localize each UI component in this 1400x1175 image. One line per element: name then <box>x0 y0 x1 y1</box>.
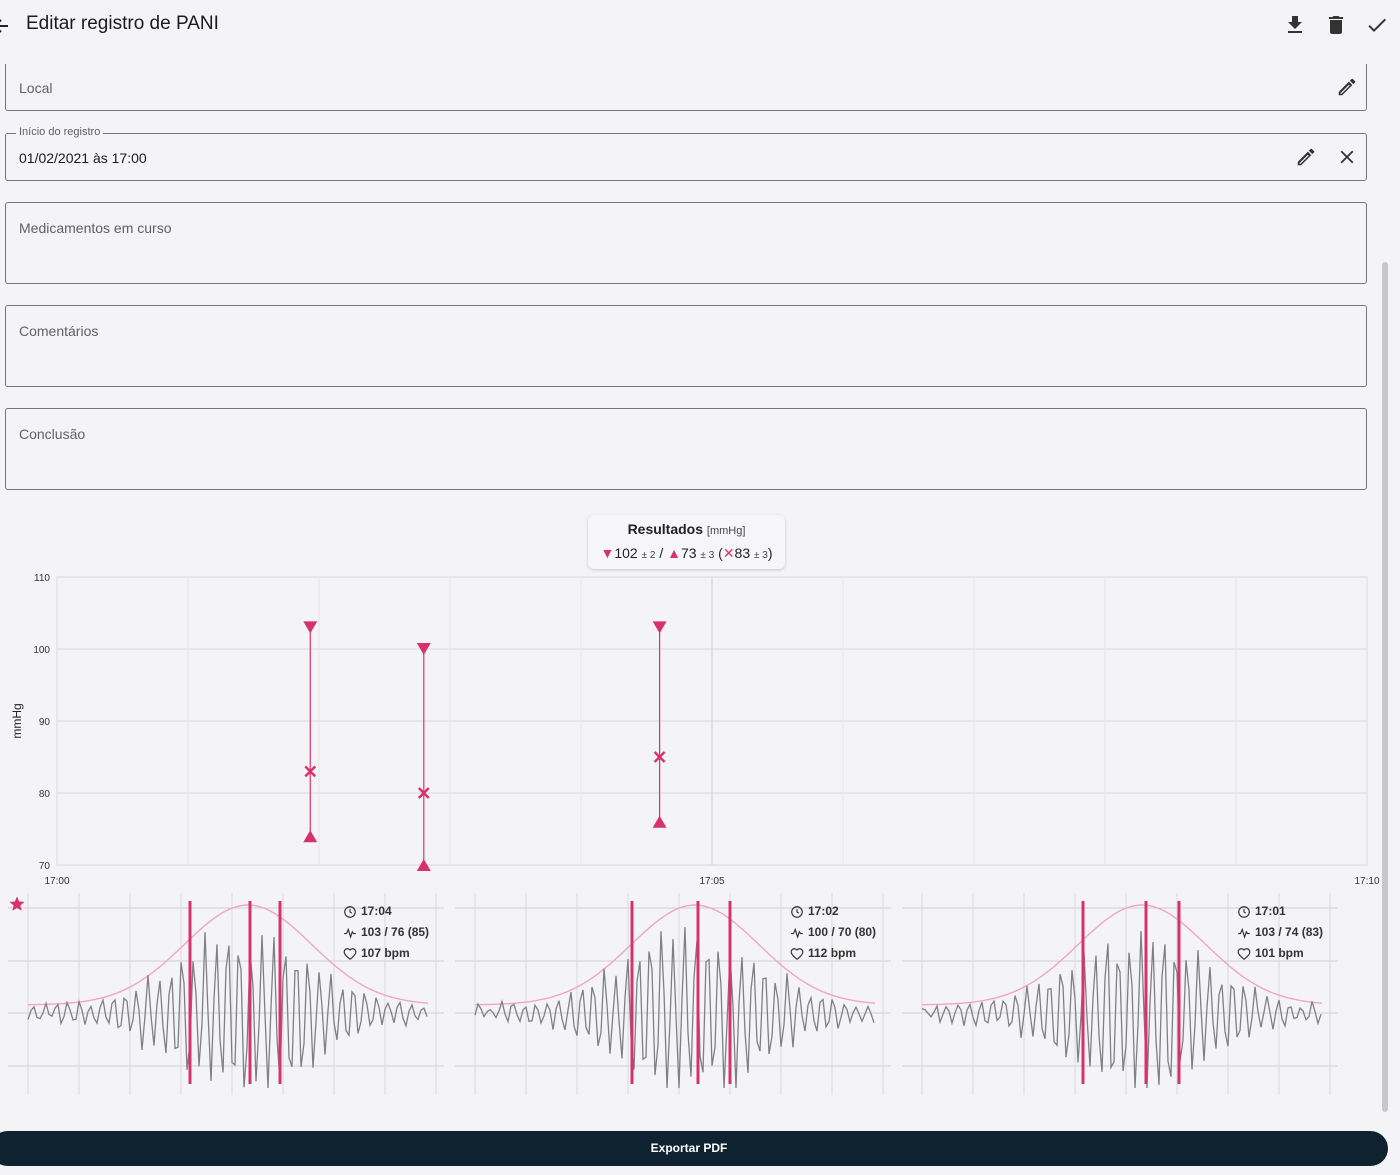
systolic-point <box>416 643 431 655</box>
clock-icon <box>791 905 803 918</box>
heart-icon <box>1237 947 1251 960</box>
snapshot-envelope <box>922 904 1323 1006</box>
results-summary: Resultados [mmHg] ▼102 ± 2 / ▲73 ± 3 (✕8… <box>588 515 785 569</box>
systolic-triangle-icon: ▼ <box>600 545 615 561</box>
snapshot-rate: 101 bpm <box>1255 946 1304 960</box>
edit-pencil-icon[interactable] <box>1336 76 1358 98</box>
clear-icon[interactable] <box>1336 146 1358 168</box>
start-date-label: Início do registro <box>16 126 104 138</box>
diastolic-point <box>416 859 431 871</box>
results-unit: [mmHg] <box>706 525 746 537</box>
local-field[interactable]: Local <box>5 64 1367 111</box>
snapshot-time: 17:02 <box>808 904 839 918</box>
conclusion-placeholder: Conclusão <box>19 426 86 442</box>
systolic-sd: ± 2 <box>641 550 656 561</box>
systolic-point <box>303 621 318 634</box>
app-bar: Editar registro de PANI <box>0 0 1400 52</box>
snapshot-info: 17:01 103 / 74 (83) 101 bpm <box>1237 901 1323 964</box>
y-tick-label: 80 <box>39 789 51 800</box>
snapshot-waveform <box>27 932 428 1089</box>
local-field-placeholder: Local <box>19 80 53 96</box>
heart-icon <box>343 947 357 960</box>
snapshot-pressure: 103 / 76 (85) <box>361 925 430 939</box>
snapshot-marker <box>696 901 700 1084</box>
close-paren: ) <box>767 545 773 561</box>
mean-point <box>417 787 430 799</box>
snapshot-card-3[interactable]: 17:01 103 / 74 (83) 101 bpm <box>902 893 1342 1100</box>
page-title: Editar registro de PANI <box>26 13 219 34</box>
results-values: ▼102 ± 2 / ▲73 ± 3 (✕83 ± 3) <box>588 545 785 562</box>
results-title-text: Resultados <box>627 521 704 537</box>
snapshot-marker <box>1177 901 1181 1084</box>
medications-field[interactable]: Medicamentos em curso <box>5 202 1367 284</box>
snapshot-time: 17:01 <box>1255 904 1286 918</box>
comments-field[interactable]: Comentários <box>5 305 1367 387</box>
snapshot-marker <box>1081 901 1085 1084</box>
snapshot-envelope <box>28 904 429 1006</box>
edit-pencil-icon[interactable] <box>1295 146 1317 168</box>
snapshot-pressure: 103 / 74 (83) <box>1255 925 1324 939</box>
snapshot-marker <box>248 901 252 1084</box>
diastolic-point <box>652 815 667 828</box>
blood-pressure-chart: 70 80 90 100 110 17:00 17:05 17:10 mmHg <box>10 573 1380 887</box>
start-date-value: 01/02/2021 às 17:00 <box>19 150 147 166</box>
snapshot-marker <box>188 901 192 1084</box>
snapshot-marker <box>728 901 732 1084</box>
clock-icon <box>1238 905 1250 918</box>
snapshot-pressure: 100 / 70 (80) <box>808 925 877 939</box>
snapshot-marker <box>1144 901 1148 1084</box>
y-tick-label: 90 <box>39 717 51 728</box>
heart-icon <box>790 947 804 960</box>
systolic-point <box>652 621 667 634</box>
results-title: Resultados [mmHg] <box>588 521 785 537</box>
mean-sd: ± 3 <box>754 550 768 561</box>
back-arrow-icon[interactable] <box>0 14 14 38</box>
mean-point <box>653 751 666 763</box>
pulse-wave-icon <box>1238 927 1250 939</box>
mean-cross-icon: ✕ <box>722 545 735 561</box>
pulse-wave-icon <box>344 927 356 939</box>
systolic-value: 102 <box>614 545 638 561</box>
diastolic-value: 73 <box>680 545 697 561</box>
x-tick-label: 17:05 <box>699 876 724 887</box>
medications-placeholder: Medicamentos em curso <box>19 220 172 236</box>
check-icon[interactable] <box>1365 13 1389 37</box>
snapshot-waveform <box>474 927 875 1089</box>
y-tick-label: 70 <box>39 861 51 872</box>
open-paren: ( <box>718 545 723 561</box>
delete-icon[interactable] <box>1324 13 1348 37</box>
y-tick-label: 110 <box>34 573 50 584</box>
mean-value: 83 <box>734 545 751 561</box>
snapshot-marker <box>630 901 634 1084</box>
x-tick-label: 17:10 <box>1354 876 1379 887</box>
export-pdf-button[interactable]: Exportar PDF <box>0 1131 1388 1166</box>
conclusion-field[interactable]: Conclusão <box>5 408 1367 490</box>
mean-point <box>304 765 317 778</box>
snapshot-rate: 107 bpm <box>361 946 410 960</box>
clock-icon <box>344 905 356 918</box>
snapshot-waveform <box>921 930 1322 1089</box>
snapshot-time: 17:04 <box>361 904 392 918</box>
start-date-field[interactable]: Início do registro 01/02/2021 às 17:00 <box>5 126 1367 181</box>
diastolic-sd: ± 3 <box>700 550 715 561</box>
diastolic-point <box>303 830 318 843</box>
snapshot-envelope <box>475 904 876 1006</box>
x-tick-label: 17:00 <box>44 876 69 887</box>
snapshot-info: 17:02 100 / 70 (80) 112 bpm <box>790 901 876 964</box>
comments-placeholder: Comentários <box>19 323 99 339</box>
y-tick-label: 100 <box>33 645 50 656</box>
snapshot-rate: 112 bpm <box>808 946 857 960</box>
scrollbar[interactable] <box>1382 262 1388 1112</box>
snapshot-info: 17:04 103 / 76 (85) 107 bpm <box>343 901 429 964</box>
snapshot-card-2[interactable]: 17:02 100 / 70 (80) 112 bpm <box>455 893 895 1100</box>
y-axis-label: mmHg <box>10 703 24 738</box>
download-icon[interactable] <box>1283 13 1307 37</box>
snapshot-marker <box>278 901 282 1084</box>
pulse-wave-icon <box>791 927 803 939</box>
separator: / <box>659 545 664 561</box>
snapshot-card-1[interactable]: 17:04 103 / 76 (85) 107 bpm <box>8 893 448 1100</box>
diastolic-triangle-icon: ▲ <box>667 545 681 561</box>
